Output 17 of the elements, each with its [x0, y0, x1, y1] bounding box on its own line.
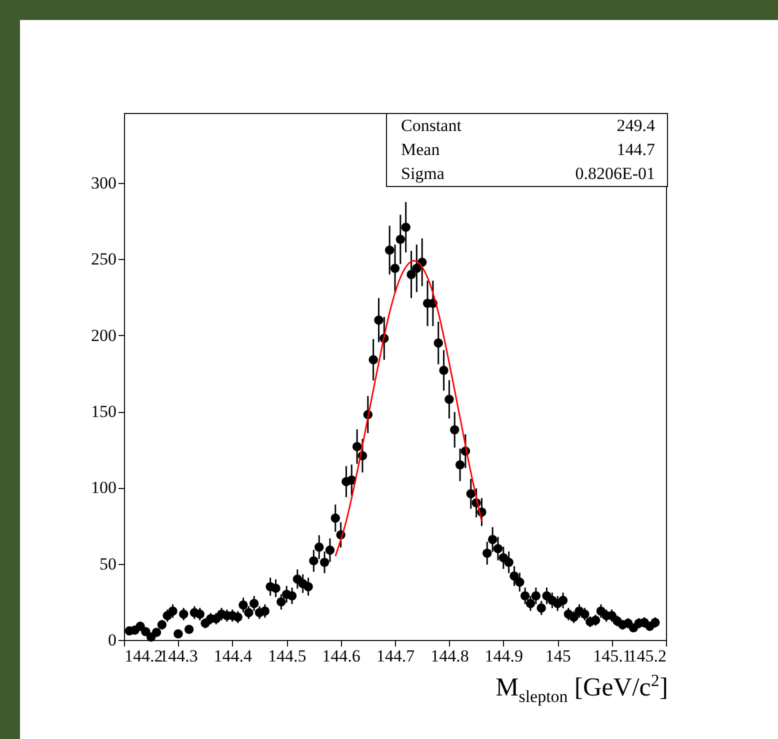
x-tick-label: 144.7	[376, 646, 416, 666]
x-tick-label: 145	[545, 646, 571, 666]
y-tick-label: 0	[108, 630, 116, 650]
y-tick-label: 100	[91, 478, 116, 498]
x-tick-label: 144.8	[430, 646, 469, 666]
stats-box: Constant 249.4 Mean 144.7 Sigma 0.8206E-01	[386, 113, 668, 187]
x-axis-title: M$_{slepton}$ [GeV/c$^{2}$]	[496, 670, 668, 708]
y-tick-label: 150	[91, 402, 116, 422]
x-tick-label: 144.6	[322, 646, 360, 666]
x-tick-label: 144.5	[268, 646, 306, 666]
x-tick-label: 144.4	[214, 646, 253, 666]
line-series	[334, 260, 482, 557]
x-tick-label: 144.9	[484, 646, 524, 666]
y-tick-label: 250	[91, 250, 116, 269]
y-tick-label: 50	[100, 554, 116, 574]
y-tick-label: 200	[91, 326, 116, 345]
y-tick-label: 300	[91, 174, 116, 193]
